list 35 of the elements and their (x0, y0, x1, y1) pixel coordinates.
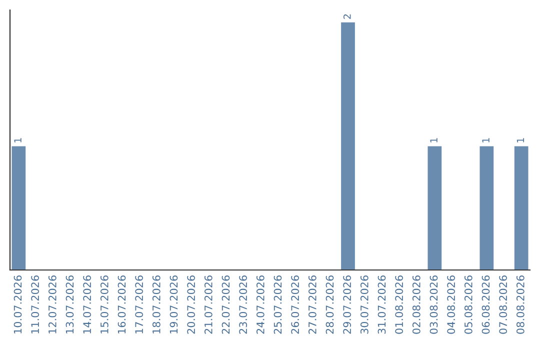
x-tick-label: 31.07.2026 (378, 276, 386, 334)
x-tick-label: 07.08.2026 (499, 276, 508, 334)
x-tick-label: 16.07.2026 (118, 276, 126, 334)
data-label: 2 (343, 14, 351, 19)
x-tick-label: 23.07.2026 (239, 276, 248, 334)
x-tick-label: 06.08.2026 (482, 276, 490, 334)
x-tick-label: 04.08.2026 (447, 276, 456, 334)
x-tick-label: 11.07.2026 (31, 276, 40, 334)
x-tick-label: 26.07.2026 (291, 276, 300, 334)
x-tick-label: 27.07.2026 (308, 276, 316, 334)
x-tick-label: 14.07.2026 (83, 276, 92, 334)
x-tick-label: 21.07.2026 (204, 276, 212, 334)
x-tick-label: 12.07.2026 (48, 276, 56, 334)
x-tick-label: 18.07.2026 (152, 276, 160, 334)
x-tick-label: 19.07.2026 (170, 276, 178, 334)
x-tick-label: 30.07.2026 (360, 276, 368, 334)
x-tick-label: 08.08.2026 (516, 276, 524, 334)
x-tick-label: 25.07.2026 (274, 276, 282, 334)
x-tick-label: 17.07.2026 (135, 276, 144, 334)
x-tick-label: 29.07.2026 (343, 276, 352, 334)
data-label: 1 (482, 138, 490, 142)
x-tick-label: 13.07.2026 (66, 276, 74, 334)
data-label: 1 (430, 138, 438, 142)
data-label: 1 (14, 138, 22, 142)
x-tick-label: 01.08.2026 (395, 276, 404, 334)
x-tick-label: 28.07.2026 (326, 276, 334, 334)
x-tick-label: 10.07.2026 (14, 276, 22, 334)
data-label: 1 (516, 138, 524, 142)
x-tick-label: 05.08.2026 (464, 276, 472, 334)
x-tick-label: 22.07.2026 (222, 276, 230, 334)
x-tick-label: 03.08.2026 (430, 276, 438, 334)
x-tick-label: 15.07.2026 (100, 276, 108, 334)
x-tick-label: 24.07.2026 (256, 276, 264, 334)
x-tick-label: 02.08.2026 (412, 276, 420, 334)
x-tick-label: 20.07.2026 (187, 276, 196, 334)
